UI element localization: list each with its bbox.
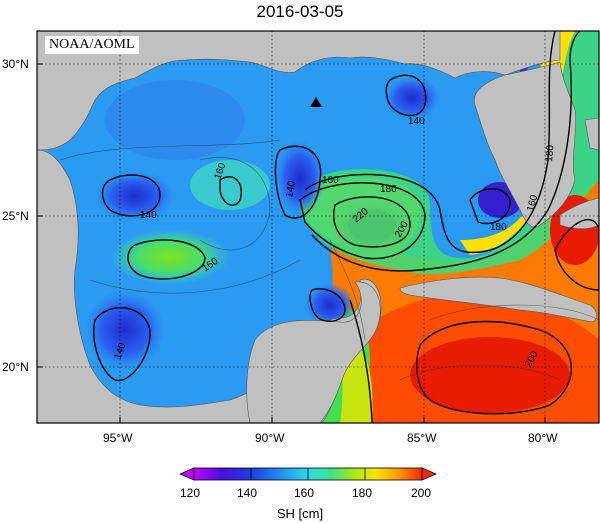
contour-label: 180 — [544, 144, 556, 162]
contour-label: 160 — [322, 175, 339, 186]
source-badge: NOAA/AOML — [45, 36, 139, 54]
lon-label: 80°W — [528, 431, 558, 445]
contour-label: 140 — [284, 180, 298, 199]
lon-label: 90°W — [255, 431, 285, 445]
map-title: 2016-03-05 — [256, 2, 344, 21]
buoy-marker-icon — [310, 97, 322, 107]
colorbar-tick: 180 — [352, 486, 373, 500]
contour-label: 140 — [408, 116, 425, 127]
colorbar-tick: 200 — [411, 486, 432, 500]
lon-label: 85°W — [407, 431, 437, 445]
colorbar-tick: 160 — [294, 486, 315, 500]
contours — [93, 31, 599, 423]
gridlines — [37, 31, 599, 423]
map-frame — [36, 30, 600, 424]
lon-label: 95°W — [103, 431, 133, 445]
lat-label: 25°N — [2, 209, 29, 223]
colorbar — [178, 467, 438, 481]
lat-label: 30°N — [2, 57, 29, 71]
contour-label: 180 — [380, 184, 397, 195]
contour-label: 140 — [140, 210, 157, 221]
colorbar-label: SH [cm] — [276, 506, 324, 521]
contour-label: 160 — [525, 193, 540, 212]
colorbar-tick: 120 — [180, 486, 201, 500]
contour-label: 180 — [490, 222, 507, 233]
land — [37, 31, 599, 423]
minor-contours — [59, 139, 599, 381]
lat-label: 20°N — [2, 360, 29, 374]
colorbar-tick: 140 — [237, 486, 258, 500]
axis-ticks — [37, 63, 546, 423]
